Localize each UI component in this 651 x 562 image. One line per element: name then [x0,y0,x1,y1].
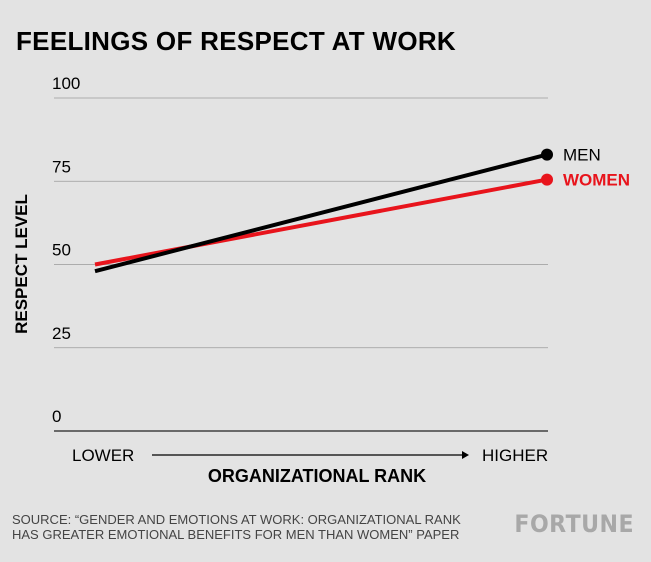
y-tick-label-50: 50 [52,241,71,260]
y-tick-label-100: 100 [52,74,80,93]
source-note: SOURCE: “GENDER AND EMOTIONS AT WORK: OR… [12,512,462,542]
y-tick-label-25: 25 [52,324,71,343]
series-line-men [94,152,548,274]
y-tick-label-0: 0 [52,407,61,426]
x-axis-start-label: LOWER [72,446,135,465]
y-axis-label: RESPECT LEVEL [12,194,31,334]
fortune-logo: FORTUNE [514,510,634,538]
series-endpoint-women [541,173,553,186]
x-axis-end-label: HIGHER [482,446,549,465]
source-line-2: HAS GREATER EMOTIONAL BENEFITS FOR MEN T… [12,527,460,542]
source-line-1: SOURCE: “GENDER AND EMOTIONS AT WORK: OR… [12,512,461,527]
series-label-women: WOMEN [563,171,630,190]
series-label-men: MEN [563,146,601,165]
x-axis-label: ORGANIZATIONAL RANK [207,466,427,486]
series-endpoint-men [541,148,553,161]
x-axis-arrow-head [462,451,469,459]
chart-title: FEELINGS OF RESPECT AT WORK [16,26,456,56]
y-tick-label-75: 75 [52,157,71,176]
